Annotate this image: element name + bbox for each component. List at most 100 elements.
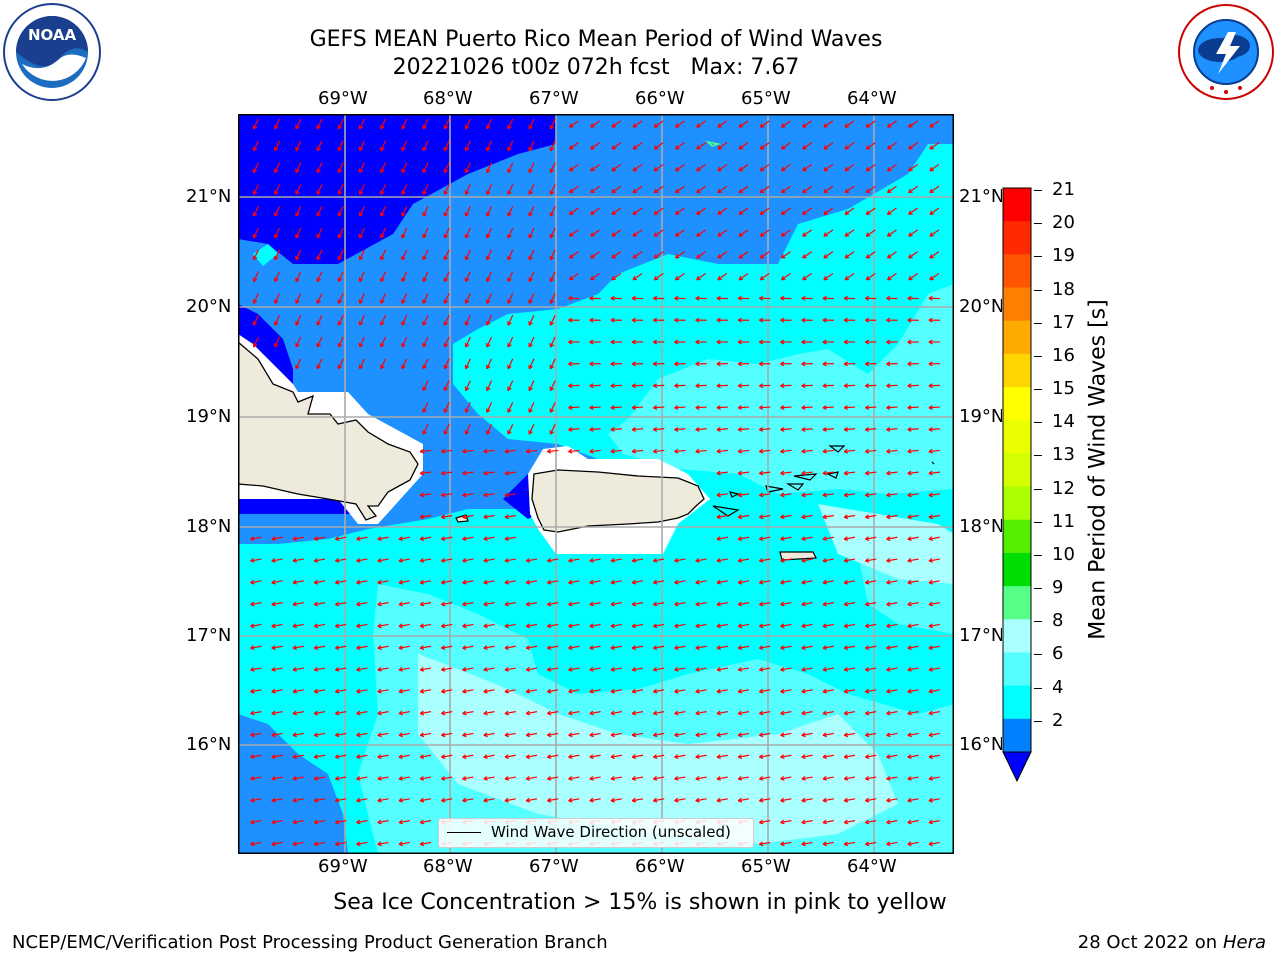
wind-wave-arrow-head [443,190,449,195]
wind-wave-arrow-head [589,754,594,760]
wind-wave-arrow-head [507,342,512,348]
wind-wave-arrow [823,251,834,259]
wind-wave-arrow [569,229,579,237]
wind-wave-arrow-head [759,797,764,803]
wind-wave-arrow [610,754,622,758]
wind-wave-arrow [295,358,302,370]
wind-wave-arrow [274,249,281,261]
wind-wave-arrow [314,689,326,693]
wind-wave-arrow-head [377,557,382,563]
st-croix [779,551,817,561]
wind-wave-arrow [929,207,940,215]
wind-wave-arrow [801,798,813,802]
wind-wave-arrow [822,406,834,409]
wind-wave-arrow-head [547,557,552,563]
wind-wave-arrow [549,162,556,173]
wind-wave-arrow-head [716,688,721,694]
wind-wave-arrow [907,667,919,671]
wind-wave-arrow [380,358,387,370]
wind-wave-arrow-head [462,536,467,542]
wind-wave-arrow-head [252,190,258,195]
wind-wave-arrow-head [822,579,827,585]
wind-wave-arrow-head [631,601,637,607]
wind-wave-arrow [486,380,493,391]
wind-wave-arrow [526,754,538,758]
wind-wave-arrow-head [525,448,531,454]
wind-wave-arrow-head [737,405,742,410]
wind-wave-arrow [907,776,919,780]
wind-wave-arrow [504,711,516,715]
wind-wave-arrow-head [674,579,679,585]
wind-wave-arrow [549,358,556,370]
wind-wave-arrow-head [504,448,509,454]
wind-wave-arrow [907,602,919,606]
wind-wave-arrow-head [716,557,721,563]
wind-wave-arrow [356,667,368,671]
wind-wave-arrow [590,229,601,237]
wind-wave-arrow [274,184,281,195]
wind-wave-arrow [716,689,728,693]
wind-wave-arrow-head [843,536,849,542]
wind-wave-arrow [337,336,344,348]
wind-wave-arrow-head [380,342,385,348]
wind-wave-arrow [865,623,877,627]
wind-wave-arrow-head [271,775,276,781]
wind-wave-arrow [589,732,601,736]
wind-wave-arrow-head [252,146,258,152]
wind-wave-arrow [801,820,813,824]
wind-wave-arrow-head [737,645,743,651]
wind-wave-arrow-head [610,557,615,563]
wind-wave-arrow [844,667,856,671]
wind-wave-arrow [250,623,262,627]
wind-wave-arrow [483,689,495,693]
wind-wave-arrow-head [250,688,255,694]
wind-wave-arrow [335,711,347,715]
lat-label-right-17n: 17°N [959,625,1005,646]
wind-wave-arrow-head [864,492,870,498]
wind-wave-arrow-head [568,383,573,389]
wind-wave-arrow-head [462,645,467,651]
wind-wave-arrow-head [549,168,555,174]
wind-wave-arrow [356,602,368,606]
wind-wave-arrow [507,184,514,195]
wind-wave-arrow [653,798,665,802]
wind-wave-arrow [802,163,813,172]
colorbar [1002,187,1032,783]
wind-wave-arrow [274,314,281,326]
wind-wave-arrow-head [737,361,742,367]
wind-wave-arrow [507,402,514,413]
wind-wave-arrow-head [589,405,594,410]
wind-wave-arrow-head [653,254,659,259]
wind-wave-arrow [738,798,750,802]
wind-wave-arrow [483,798,495,802]
wind-wave-arrow-head [843,405,848,410]
wind-wave-arrow-head [716,339,721,345]
wind-wave-arrow-head [631,426,637,432]
colorbar-cell [1003,586,1031,620]
small-cay [705,140,721,147]
wind-wave-arrow [292,732,304,736]
wind-wave-arrow [549,380,556,391]
wind-wave-arrow [504,667,516,671]
wind-wave-arrow [569,163,579,172]
lon-label-bottom-65w: 65°W [741,856,791,877]
wind-wave-arrow-head [907,557,912,563]
wind-wave-arrow [674,623,686,627]
wind-wave-arrow-head [822,819,827,825]
wind-wave-arrow [674,428,686,431]
wind-wave-arrow [380,336,387,348]
wind-wave-arrow [253,271,259,282]
wind-wave-arrow [887,251,897,259]
wind-wave-arrow-head [610,295,615,301]
wind-wave-arrow [929,120,940,128]
wind-wave-arrow-head [292,775,297,781]
wind-wave-arrow [314,580,326,584]
colorbar-ticks: 21 20 19 18 17 16 15 14 13 12 11 10 9 8 6 4 2 [1034,179,1080,771]
wind-wave-arrow-head [589,426,594,432]
wind-wave-arrow-head [356,688,361,694]
wind-wave-arrow [549,293,556,304]
wind-wave-arrow-head [695,579,700,585]
wind-wave-arrow-head [843,645,849,651]
wind-wave-arrow-head [525,557,531,563]
wind-wave-arrow-head [631,383,636,389]
